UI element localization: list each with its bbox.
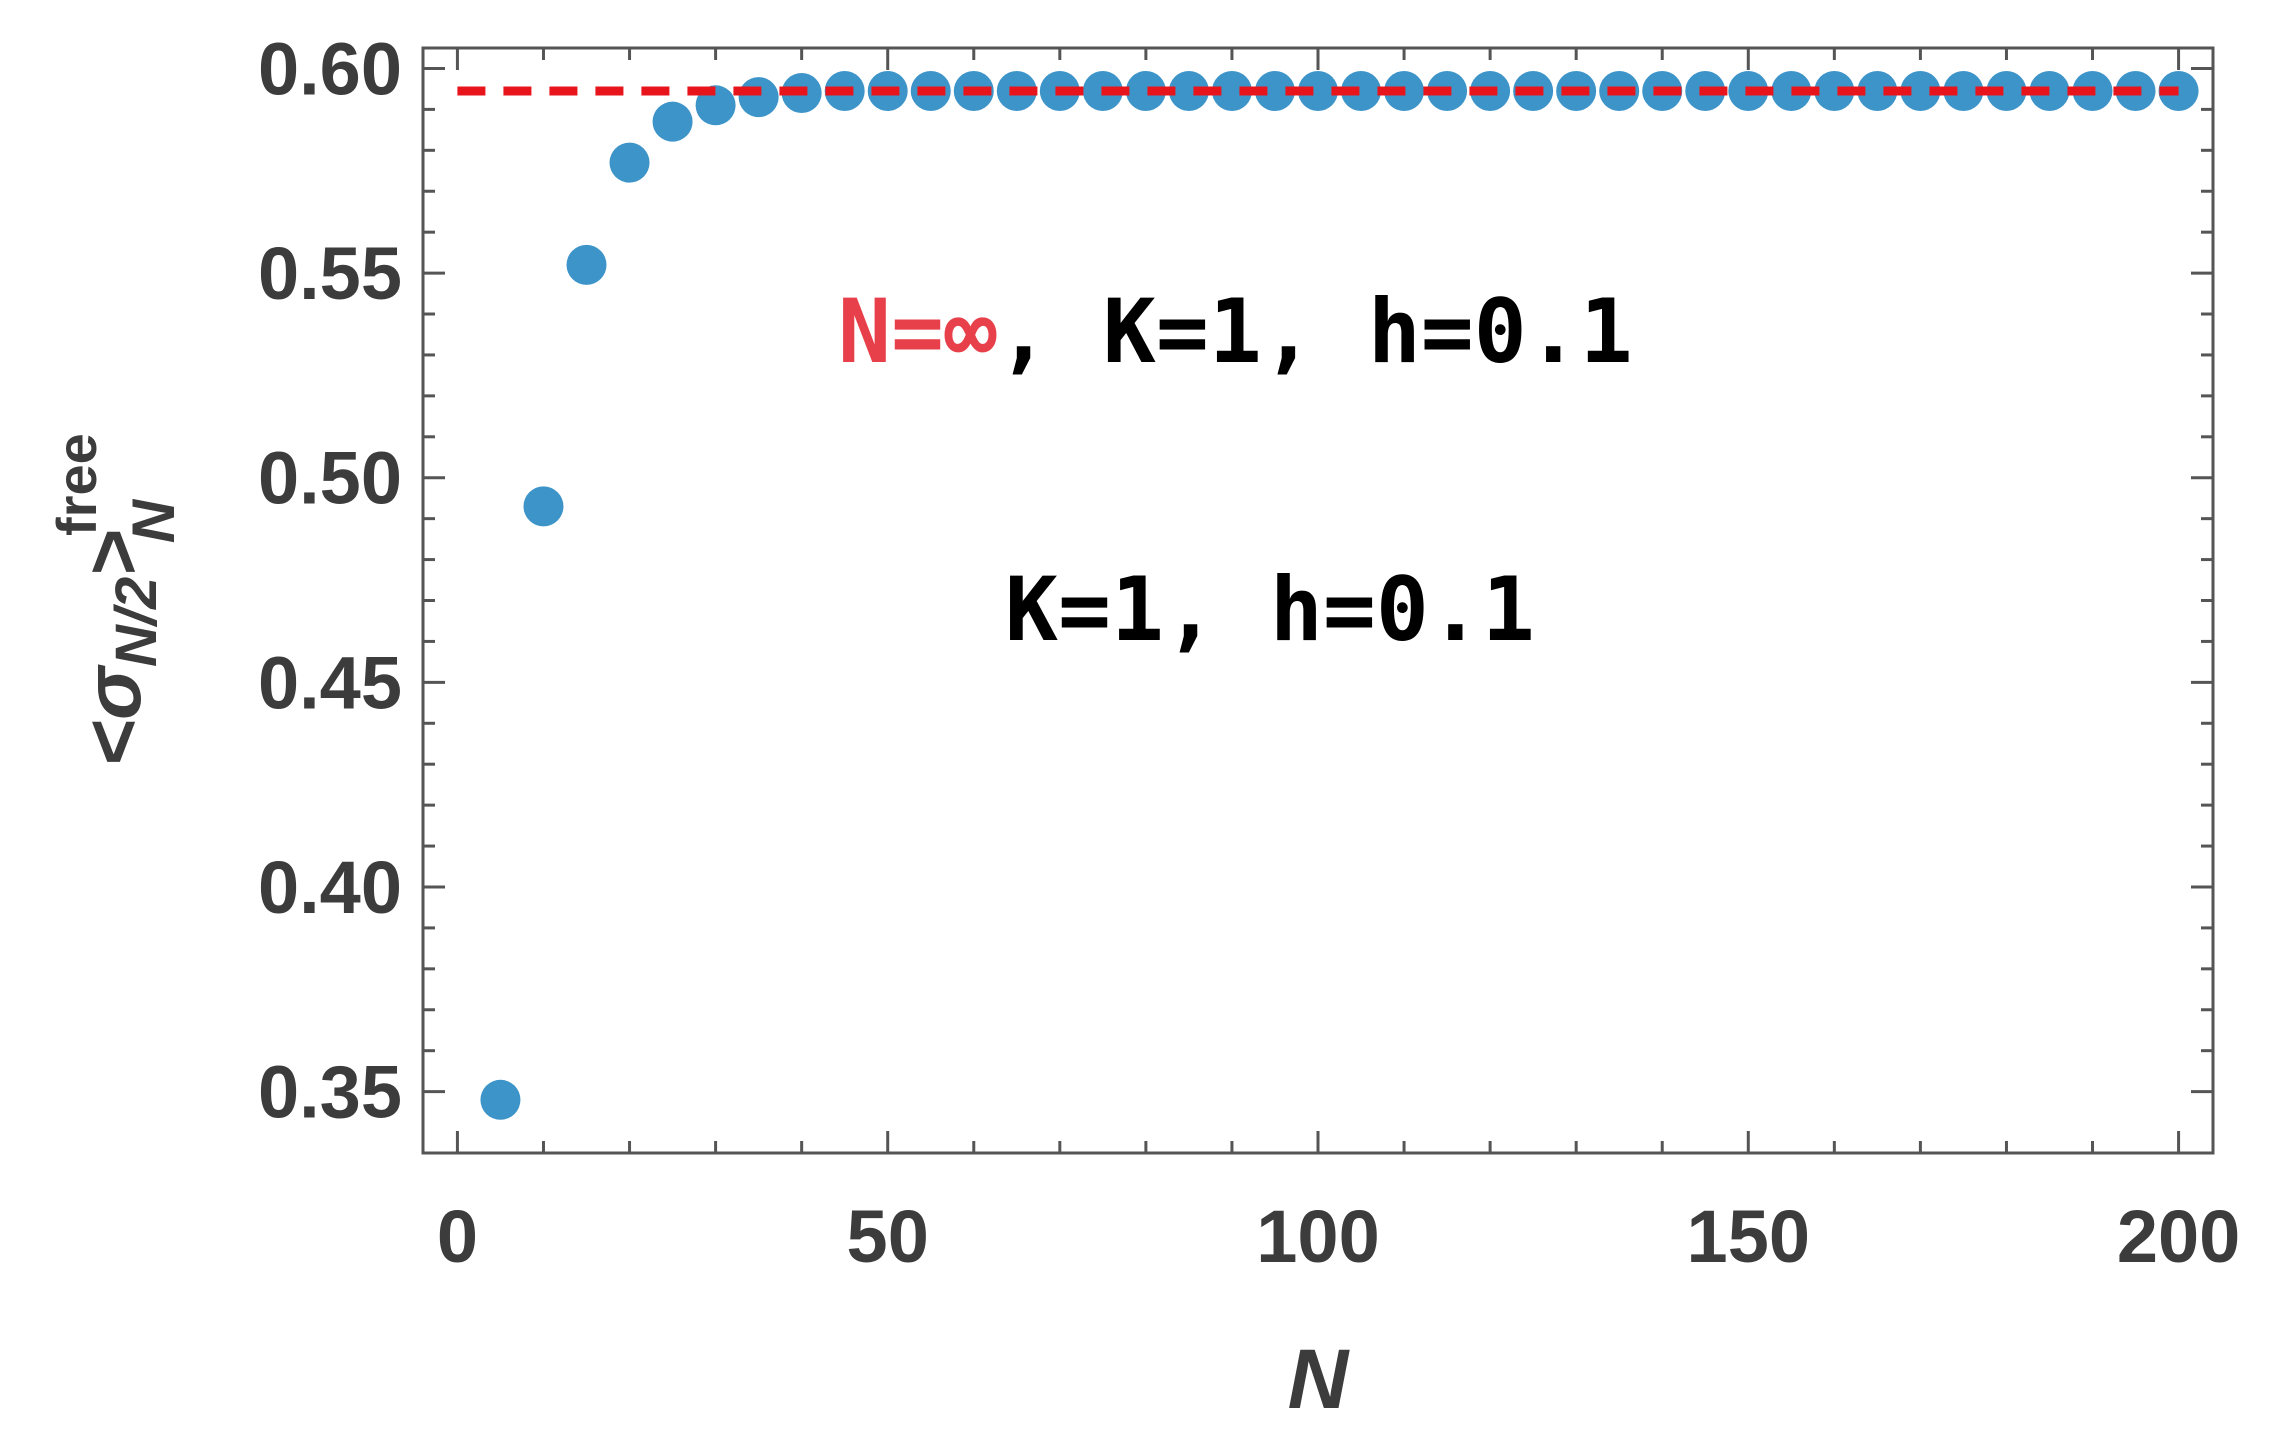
data-point — [1125, 70, 1166, 111]
x-tick-label: 100 — [1256, 1195, 1379, 1278]
data-point — [1298, 70, 1338, 111]
data-point — [652, 101, 693, 142]
y-tick-label: 0.35 — [258, 1051, 402, 1134]
data-point — [1254, 70, 1295, 111]
data-point — [1771, 70, 1812, 111]
x-tick-label: 0 — [437, 1195, 478, 1278]
data-point — [1900, 70, 1941, 111]
data-point — [1986, 70, 2027, 111]
y-tick-label: 0.60 — [258, 27, 402, 110]
data-point — [609, 142, 650, 183]
x-tick-label: 150 — [1687, 1195, 1810, 1278]
data-point — [1943, 70, 1984, 111]
y-axis-label-superscript: free — [45, 433, 108, 536]
y-axis-label-main: <σ — [68, 664, 157, 767]
data-point — [523, 486, 564, 527]
y-tick-labels: 0.35 0.40 0.45 0.50 0.55 0.60 — [258, 27, 402, 1133]
annotation-1-part-1: N=∞ — [838, 280, 997, 383]
x-tick-label: 50 — [847, 1195, 929, 1278]
y-tick-label: 0.50 — [258, 437, 402, 520]
axis-ticks — [423, 48, 2213, 1153]
y-tick-label: 0.55 — [258, 232, 402, 315]
y-tick-label: 0.40 — [258, 846, 402, 929]
data-point — [738, 77, 779, 118]
y-axis-label-subscript-n: N — [120, 498, 187, 543]
y-tick-label: 0.45 — [258, 641, 402, 724]
y-axis-label: <σN/2>free N — [45, 433, 187, 767]
data-point — [480, 1079, 521, 1120]
annotation-1: N=∞, K=1, h=0.1 — [838, 280, 1633, 383]
annotation-2: K=1, h=0.1 — [1005, 558, 1535, 661]
y-axis-label-subscript: N/2 — [104, 577, 169, 667]
data-point — [566, 244, 607, 285]
data-point — [1211, 70, 1252, 111]
data-point — [1857, 70, 1898, 111]
annotation-1-part-2: , K=1, h=0.1 — [997, 280, 1633, 383]
x-tick-label: 200 — [2117, 1195, 2240, 1278]
data-point — [2029, 70, 2070, 111]
x-axis-label: N — [1288, 1332, 1351, 1426]
x-tick-labels: 0 50 100 150 200 — [437, 1195, 2240, 1278]
data-point — [1341, 70, 1382, 111]
y-axis-label-close: > — [68, 530, 157, 577]
data-point — [1814, 70, 1855, 111]
annotation-2-part-1: K=1, h=0.1 — [1005, 558, 1535, 661]
data-point — [1168, 70, 1209, 111]
